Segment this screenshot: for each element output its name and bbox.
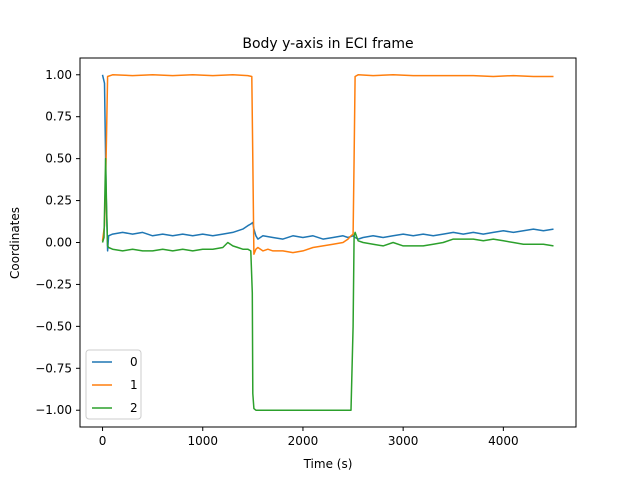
y-tick-label: 1.00 — [45, 68, 72, 82]
y-tick-label: −0.50 — [35, 319, 72, 333]
series-line-1 — [101, 74, 554, 255]
x-axis-title: Time (s) — [303, 457, 353, 471]
x-tick-label: 2000 — [288, 434, 319, 448]
x-tick-label: 4000 — [488, 434, 519, 448]
series-layer — [101, 74, 554, 411]
legend-label-1: 1 — [130, 378, 138, 392]
x-tick-label: 3000 — [388, 434, 419, 448]
y-tick-label: 0.25 — [45, 194, 72, 208]
y-tick-label: −0.25 — [35, 277, 72, 291]
y-tick-label: 0.50 — [45, 152, 72, 166]
x-tick-label: 1000 — [187, 434, 218, 448]
y-tick-label: −0.75 — [35, 361, 72, 375]
y-tick-label: −1.00 — [35, 403, 72, 417]
y-axis: −1.00 −0.75 −0.50 −0.25 0.00 0.25 0.50 0.75 1.00 — [35, 68, 80, 417]
legend-frame — [85, 349, 142, 420]
y-axis-title: Coordinates — [8, 207, 22, 279]
y-tick-label: 0.00 — [45, 236, 72, 250]
chart-title: Body y-axis in ECI frame — [242, 36, 413, 52]
x-tick-label: 0 — [99, 434, 107, 448]
y-tick-label: 0.75 — [45, 110, 72, 124]
series-line-0 — [101, 74, 554, 252]
series-line-2 — [101, 157, 554, 411]
legend-label-0: 0 — [130, 355, 138, 369]
legend: 0 1 2 — [85, 349, 142, 420]
legend-label-2: 2 — [130, 401, 138, 415]
x-axis: 0 1000 2000 3000 4000 — [99, 427, 519, 448]
plot-area — [80, 58, 576, 427]
